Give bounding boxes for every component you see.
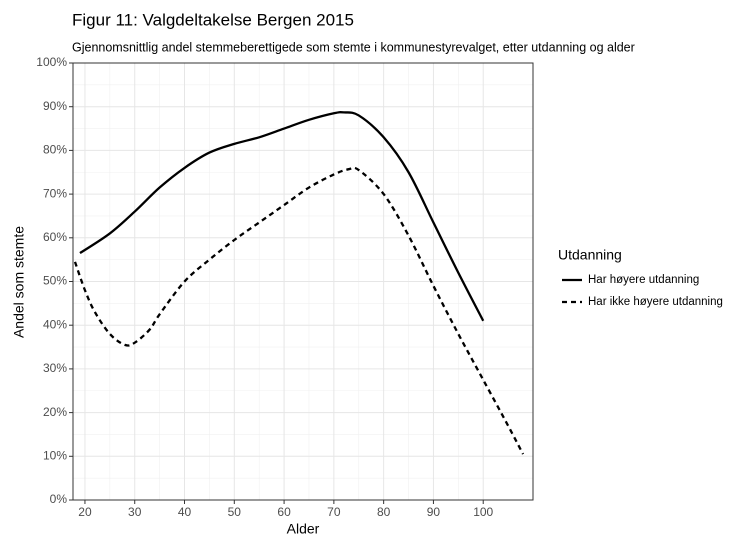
y-tick-label: 80%: [43, 143, 67, 157]
x-tick-label: 60: [277, 505, 291, 519]
x-tick-label: 50: [228, 505, 242, 519]
y-tick-label: 60%: [43, 230, 67, 244]
series-line: [73, 166, 525, 455]
plot-border: [72, 62, 534, 501]
y-tick-label: 40%: [43, 317, 67, 331]
y-tick-label: 0%: [50, 492, 68, 506]
y-tick-label: 50%: [43, 274, 67, 288]
series-line: [79, 111, 485, 322]
x-tick-label: 80: [377, 505, 391, 519]
y-tick-label: 20%: [43, 405, 67, 419]
y-tick-label: 100%: [36, 55, 67, 69]
chart-subtitle: Gjennomsnittlig andel stemmeberettigede …: [72, 40, 635, 54]
legend-label: Har høyere utdanning: [588, 274, 699, 286]
x-tick-label: 40: [178, 505, 192, 519]
legend-label: Har ikke høyere utdanning: [588, 296, 723, 308]
x-tick-label: 90: [427, 505, 441, 519]
y-axis-label: Andel som stemte: [11, 226, 27, 338]
y-tick-label: 90%: [43, 99, 67, 113]
x-tick-label: 20: [78, 505, 92, 519]
y-tick-label: 70%: [43, 186, 67, 200]
x-axis-label: Alder: [287, 521, 320, 537]
x-tick-label: 100: [473, 505, 493, 519]
y-tick-label: 10%: [43, 448, 67, 462]
x-tick-label: 70: [327, 505, 341, 519]
y-tick-label: 30%: [43, 361, 67, 375]
legend-title: Utdanning: [558, 247, 622, 263]
x-tick-label: 30: [128, 505, 142, 519]
chart-title: Figur 11: Valgdeltakelse Bergen 2015: [72, 10, 354, 29]
